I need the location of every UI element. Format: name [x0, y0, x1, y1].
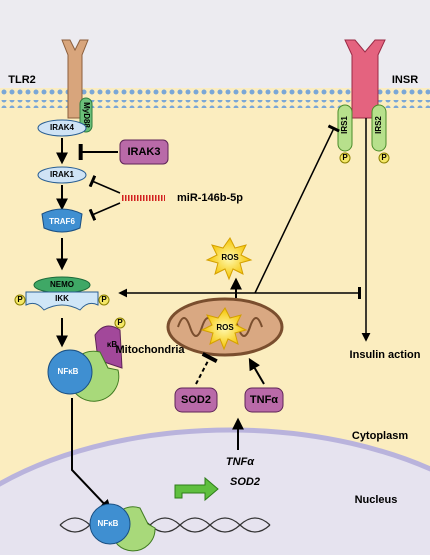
inhibition	[254, 124, 340, 294]
label: IRAK3	[127, 146, 160, 158]
insr-receptor	[344, 39, 386, 119]
myd88	[79, 97, 93, 133]
gene: SOD2	[230, 476, 260, 488]
gene: TNFα	[226, 456, 255, 468]
label: SOD2	[181, 394, 211, 406]
phospho	[114, 317, 126, 329]
arrow	[71, 398, 112, 512]
label: IRAK1	[50, 170, 75, 179]
label: IRAK4	[50, 123, 75, 132]
tlr2-receptor	[61, 39, 89, 119]
label: IKK	[55, 294, 69, 303]
nfkb	[47, 349, 93, 395]
label: P	[381, 153, 387, 162]
phospho	[98, 294, 110, 306]
phospho	[14, 294, 26, 306]
label: κB	[107, 340, 117, 349]
traf6	[41, 208, 83, 233]
irs2	[371, 104, 387, 152]
membrane-inner	[0, 100, 430, 108]
label: P	[117, 318, 123, 327]
inhibition	[88, 202, 121, 221]
label: INSR	[392, 74, 418, 86]
label: Nucleus	[355, 494, 398, 506]
inhibition	[195, 352, 218, 385]
membrane-outer	[0, 88, 430, 96]
arrow	[248, 357, 265, 385]
inhibition	[88, 175, 121, 194]
label: miR-146b-5p	[177, 192, 243, 204]
irak4	[37, 119, 87, 137]
label: P	[17, 295, 23, 304]
label: NEMO	[50, 280, 74, 289]
phospho	[339, 152, 351, 164]
label: Insulin action	[350, 349, 421, 361]
ros-star	[205, 237, 253, 281]
label: NFκB	[58, 367, 79, 376]
tnfa	[244, 387, 284, 413]
ikk	[25, 291, 99, 311]
label: IRS2	[374, 116, 383, 134]
irak1	[37, 166, 87, 184]
label: Mitochondria	[115, 344, 185, 356]
label: ROS	[216, 323, 234, 332]
label: NFκB	[98, 519, 119, 528]
irak3	[119, 139, 169, 165]
label: ROS	[221, 253, 239, 262]
label: TRAF6	[49, 217, 75, 226]
label: TNFα	[250, 394, 278, 406]
label: Cytoplasm	[352, 430, 408, 442]
phospho	[378, 152, 390, 164]
label: MyD88	[82, 102, 91, 128]
nfkb	[89, 503, 131, 545]
transcription-arrow	[174, 476, 219, 502]
sod2	[174, 387, 218, 413]
label: P	[101, 295, 107, 304]
ros-star	[200, 307, 248, 351]
label: TLR2	[8, 74, 36, 86]
label: IRS1	[340, 116, 349, 134]
label: P	[342, 153, 348, 162]
